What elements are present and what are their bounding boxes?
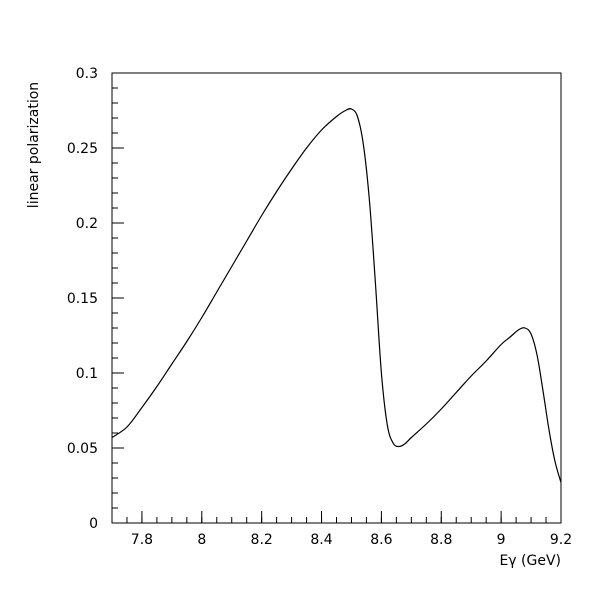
y-tick-label: 0.05	[67, 441, 98, 457]
x-tick-label: 8.4	[310, 532, 332, 548]
x-tick-label: 9	[497, 532, 506, 548]
y-axis-title: linear polarization	[26, 82, 42, 208]
y-tick-label: 0.1	[76, 366, 98, 382]
y-tick-label: 0.3	[76, 66, 98, 82]
x-tick-label: 8	[197, 532, 206, 548]
x-tick-label: 8.2	[251, 532, 273, 548]
y-tick-label: 0.25	[67, 141, 98, 157]
y-tick-label: 0.15	[67, 291, 98, 307]
x-axis-title: Eγ (GeV)	[499, 553, 561, 569]
series-line-0	[111, 108, 562, 483]
x-tick-label: 9.2	[550, 532, 572, 548]
plot-frame	[111, 72, 562, 524]
y-tick-label: 0	[89, 516, 98, 532]
x-tick-label: 8.8	[430, 532, 452, 548]
x-tick-label: 8.6	[370, 532, 392, 548]
x-tick-label: 7.8	[131, 532, 153, 548]
y-tick-label: 0.2	[76, 216, 98, 232]
